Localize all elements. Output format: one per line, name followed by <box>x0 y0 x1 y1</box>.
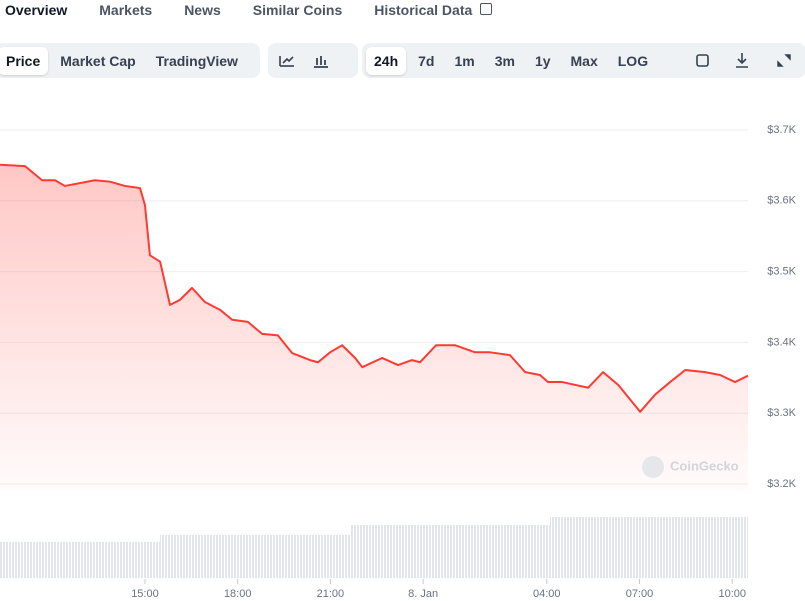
y-tick-label: $3.6K <box>767 195 796 207</box>
y-tick-label: $3.3K <box>767 407 796 419</box>
x-tick-label: 21:00 <box>317 588 345 600</box>
x-tick-label: 15:00 <box>131 588 159 600</box>
tab[interactable]: Overview <box>5 2 68 18</box>
range-button[interactable]: LOG <box>617 52 649 69</box>
price-line <box>0 163 749 413</box>
external-link-icon <box>480 3 493 15</box>
range-button[interactable]: 7d <box>418 52 435 69</box>
volume-bars <box>0 517 748 578</box>
y-tick-label: $3.4K <box>767 336 796 348</box>
tab-bar: Overview Markets News Similar Coins Historic… <box>5 2 493 18</box>
y-tick-label: $3.5K <box>767 266 796 278</box>
range-button[interactable]: 1m <box>454 52 475 69</box>
tab[interactable]: Historical Data <box>374 2 493 18</box>
line-icon[interactable] <box>278 54 296 68</box>
tab[interactable]: Markets <box>99 2 153 18</box>
x-tick-label: 07:00 <box>626 588 654 600</box>
y-tick-label: $3.2K <box>767 478 796 490</box>
range-button[interactable]: 3m <box>494 52 515 69</box>
candle-icon[interactable] <box>312 54 330 68</box>
x-tick-label: 18:00 <box>224 588 252 600</box>
range-button[interactable]: Max <box>570 52 598 69</box>
range-button[interactable]: 1y <box>534 52 551 69</box>
watermark: CoinGecko <box>670 458 739 473</box>
expand-icon[interactable] <box>777 54 791 67</box>
watermark-logo <box>642 456 664 478</box>
tab[interactable]: News <box>184 2 221 18</box>
x-tick-label: 8. Jan <box>408 588 438 600</box>
view-group <box>268 43 358 78</box>
tab[interactable]: Similar Coins <box>252 2 343 18</box>
x-tick-label: 10:00 <box>718 588 746 600</box>
y-tick-label: $3.7K <box>767 124 796 136</box>
chart-tab[interactable]: TradingView <box>155 52 238 69</box>
range-group: 24h 7d 1m 3m 1y Max LOG <box>362 43 805 78</box>
chart-tab[interactable]: Price <box>0 46 49 75</box>
chart-tab[interactable]: Market Cap <box>60 52 136 69</box>
download-icon[interactable] <box>736 53 748 68</box>
calendar-icon[interactable] <box>696 54 709 67</box>
range-button[interactable]: 24h <box>366 46 407 75</box>
chart-type-group: Price Market Cap TradingView <box>0 43 260 78</box>
price-area <box>0 164 748 490</box>
tool-icons <box>696 53 791 68</box>
x-tick-label: 04:00 <box>533 588 561 600</box>
